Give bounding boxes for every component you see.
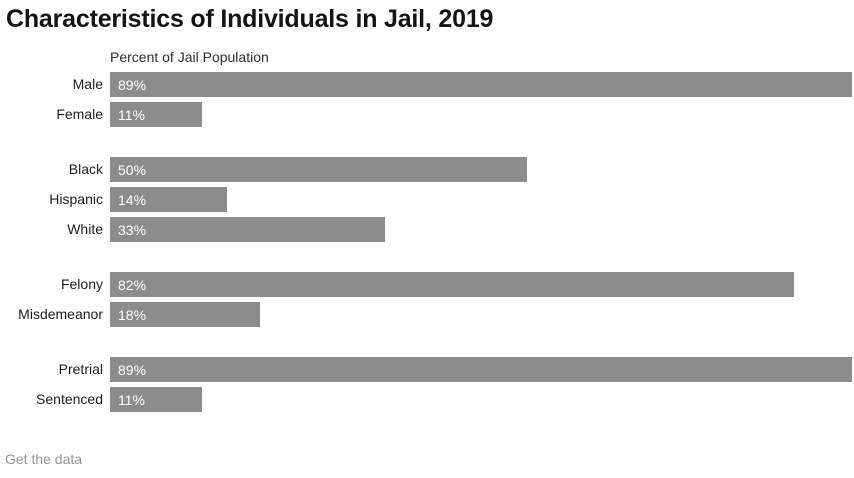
bar-group-conviction-status: Pretrial 89% Sentenced 11% <box>0 357 854 412</box>
bar-value-label: 50% <box>118 161 147 178</box>
bar-row: Black 50% <box>0 157 854 182</box>
bar-row: White 33% <box>0 217 854 242</box>
bar: 89% <box>110 72 852 97</box>
bar-value-label: 18% <box>118 306 147 323</box>
bar-row: Sentenced 11% <box>0 387 854 412</box>
bar: 82% <box>110 272 794 297</box>
bar-row-label: White <box>67 221 103 237</box>
bar-area: 89% <box>110 72 852 97</box>
bar: 18% <box>110 302 261 327</box>
bar-value-label: 33% <box>118 221 147 238</box>
chart-rows: Male 89% Female 11% Black 50% Hispanic 14% White… <box>0 72 854 417</box>
bar-area: 33% <box>110 217 852 242</box>
bar-row-label: Felony <box>60 276 103 292</box>
bar-group-race-ethnicity: Black 50% Hispanic 14% White 33% <box>0 157 854 242</box>
bar-group-charge-type: Felony 82% Misdemeanor 18% <box>0 272 854 327</box>
bar-row: Female 11% <box>0 102 854 127</box>
bar-area: 11% <box>110 387 852 412</box>
bar: 11% <box>110 102 202 127</box>
bar-row-label: Black <box>68 161 103 177</box>
bar: 11% <box>110 387 202 412</box>
bar-value-label: 11% <box>118 106 145 123</box>
bar-row-label: Misdemeanor <box>18 306 103 322</box>
bar-row: Misdemeanor 18% <box>0 302 854 327</box>
page-title: Characteristics of Individuals in Jail, … <box>6 5 494 33</box>
bar: 33% <box>110 217 386 242</box>
bar-value-label: 82% <box>118 276 147 293</box>
bar-value-label: 89% <box>118 76 147 93</box>
bar-area: 50% <box>110 157 852 182</box>
bar-value-label: 89% <box>118 361 147 378</box>
bar-group-sex: Male 89% Female 11% <box>0 72 854 127</box>
bar: 89% <box>110 357 852 382</box>
bar-value-label: 14% <box>118 191 147 208</box>
get-the-data-link[interactable]: Get the data <box>5 451 83 467</box>
bar: 50% <box>110 157 527 182</box>
bar-area: 18% <box>110 302 852 327</box>
bar-row-label: Male <box>72 76 103 92</box>
axis-title: Percent of Jail Population <box>110 49 269 65</box>
bar-row: Pretrial 89% <box>0 357 854 382</box>
bar-row-label: Hispanic <box>49 191 103 207</box>
bar: 14% <box>110 187 227 212</box>
bar-value-label: 11% <box>118 391 145 408</box>
bar-area: 82% <box>110 272 852 297</box>
bar-area: 14% <box>110 187 852 212</box>
bar-row: Hispanic 14% <box>0 187 854 212</box>
bar-row-label: Pretrial <box>58 361 103 377</box>
bar-row-label: Sentenced <box>36 391 103 407</box>
bar-row: Felony 82% <box>0 272 854 297</box>
bar-area: 11% <box>110 102 852 127</box>
bar-area: 89% <box>110 357 852 382</box>
bar-row-label: Female <box>56 106 103 122</box>
bar-row: Male 89% <box>0 72 854 97</box>
